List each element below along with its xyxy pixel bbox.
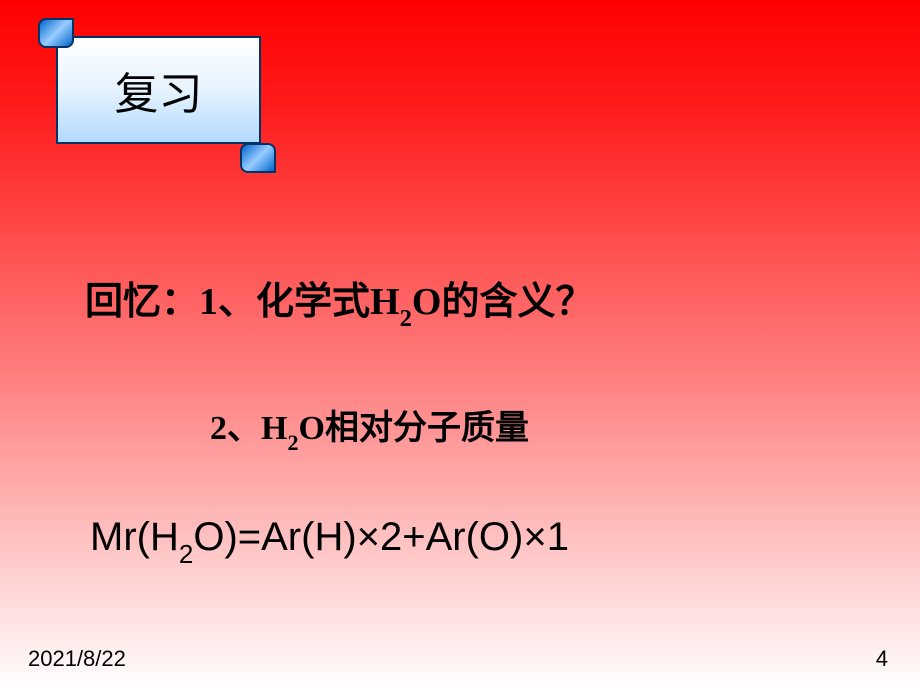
scroll-banner: 复习 xyxy=(38,18,268,173)
scroll-curl-top-icon xyxy=(38,18,74,48)
scroll-title: 复习 xyxy=(115,58,203,122)
formula-part1: Mr(H xyxy=(90,515,179,559)
formula-part2: O)=Ar(H)×2+Ar(O)×1 xyxy=(193,515,569,559)
footer-page-number: 4 xyxy=(876,646,888,672)
question-2-subscript: 2 xyxy=(287,430,298,455)
question-2-prefix: 2、H xyxy=(210,410,287,447)
question-1-suffix: O的含义？ xyxy=(412,281,594,323)
question-2: 2、H2O相对分子质量 xyxy=(210,400,529,453)
scroll-curl-bottom-icon xyxy=(240,143,276,173)
scroll-body: 复习 xyxy=(56,36,261,144)
footer-date: 2021/8/22 xyxy=(28,646,126,672)
slide-container: 复习 回忆：1、化学式H2O的含义？ 2、H2O相对分子质量 Mr(H2O)=A… xyxy=(0,0,920,690)
question-1-subscript: 2 xyxy=(400,305,412,332)
question-2-suffix: O相对分子质量 xyxy=(299,410,529,447)
formula: Mr(H2O)=Ar(H)×2+Ar(O)×1 xyxy=(90,515,569,566)
question-1: 回忆：1、化学式H2O的含义？ xyxy=(85,270,593,330)
question-1-prefix: 回忆：1、化学式H xyxy=(85,281,400,323)
formula-subscript: 2 xyxy=(179,539,193,569)
